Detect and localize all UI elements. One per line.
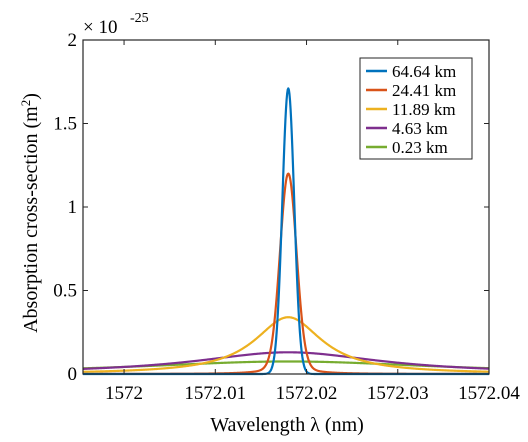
legend-label: 24.41 km <box>392 81 456 100</box>
svg-text:Absorption cross-section (m2): Absorption cross-section (m2) <box>18 93 43 333</box>
tick-layer: 1572 1572.01 1572.02 1572.03 1572.04 0 0.5 1 1.5… <box>53 30 520 404</box>
y-exponent-prefix: × 10 <box>83 17 117 38</box>
legend-label: 0.23 km <box>392 138 448 157</box>
y-tick-label: 2 <box>68 30 78 51</box>
y-axis-label-main: Absorption cross-section (m <box>20 106 42 333</box>
x-tick-label: 1572.04 <box>458 383 520 404</box>
x-tick-label: 1572.02 <box>276 383 338 404</box>
y-axis-label-close: ) <box>20 93 42 100</box>
y-tick-label: 1.5 <box>53 114 77 135</box>
y-tick-label: 1 <box>68 197 78 218</box>
series-line <box>82 316 490 373</box>
y-axis-label: Absorption cross-section (m2) <box>18 93 43 333</box>
legend-label: 64.64 km <box>392 62 456 81</box>
series-line <box>82 351 490 370</box>
x-tick-label: 1572.01 <box>184 383 246 404</box>
x-tick-label: 1572.03 <box>367 383 429 404</box>
x-axis-label: Wavelength λ (nm) <box>210 414 364 436</box>
y-tick-label: 0.5 <box>53 281 77 302</box>
y-axis-label-sup: 2 <box>18 100 33 107</box>
series-line <box>82 172 490 376</box>
x-tick-label: 1572 <box>105 383 143 404</box>
y-exponent-power: -25 <box>130 11 149 26</box>
legend-label: 11.89 km <box>392 100 456 119</box>
y-tick-label: 0 <box>68 364 78 385</box>
legend-label: 4.63 km <box>392 119 448 138</box>
